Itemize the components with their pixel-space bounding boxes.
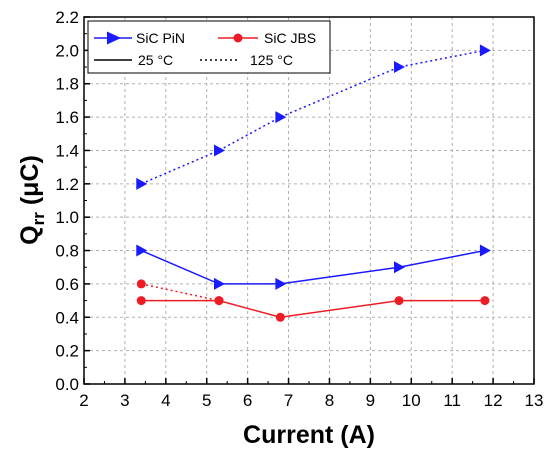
x-tick-label: 5 (202, 391, 211, 410)
data-point (136, 279, 146, 289)
x-tick-label: 4 (161, 391, 170, 410)
y-tick-label: 0.4 (55, 308, 79, 327)
data-point (214, 144, 225, 157)
data-point (394, 261, 405, 274)
legend-item-sic-jbs: SiC JBS (218, 30, 316, 46)
legend-box (87, 20, 331, 74)
data-point (275, 111, 287, 124)
data-point (136, 296, 146, 306)
y-tick-label: 0.6 (55, 275, 79, 294)
x-tick-label: 3 (120, 391, 129, 410)
y-tick-label: 1.6 (55, 108, 79, 127)
series-2 (136, 296, 490, 322)
data-point (214, 296, 224, 306)
x-tick-label: 7 (284, 391, 293, 410)
series-3 (136, 279, 224, 306)
legend-label-25c: 25 °C (138, 52, 173, 68)
series-line (140, 49, 486, 185)
series-line (141, 283, 220, 302)
y-tick-labels: 0.0 0.2 0.4 0.6 0.8 1.0 1.2 1.4 1.6 1.8 2.0 2.2 (55, 8, 79, 394)
legend: SiC PiN SiC JBS 25 °C 125 °C (87, 20, 331, 74)
y-tick-label: 0.0 (55, 375, 79, 394)
y-axis-title-unit: (μC) (16, 155, 44, 212)
x-axis-title: Current (A) (243, 421, 375, 449)
data-point (394, 296, 404, 306)
series-layer (136, 44, 491, 322)
x-tick-label: 2 (79, 391, 88, 410)
y-axis-title-main: Q (16, 225, 44, 244)
x-tick-label: 13 (525, 391, 544, 410)
y-tick-label: 0.8 (55, 242, 79, 261)
x-tick-label: 8 (325, 391, 334, 410)
x-tick-labels: 2 3 4 5 6 7 8 9 10 11 12 13 (79, 391, 543, 410)
data-point (275, 312, 285, 322)
y-tick-label: 2.2 (55, 8, 79, 27)
y-tick-label: 1.0 (55, 208, 79, 227)
y-tick-label: 1.2 (55, 175, 79, 194)
y-tick-label: 0.2 (55, 342, 79, 361)
legend-item-sic-pin: SiC PiN (94, 30, 185, 46)
x-tick-label: 12 (484, 391, 503, 410)
series-0 (136, 244, 491, 290)
x-tick-label: 9 (366, 391, 375, 410)
data-point (480, 296, 490, 306)
data-point (394, 61, 405, 74)
y-tick-label: 1.4 (55, 141, 79, 160)
data-point (136, 177, 148, 190)
series-line (141, 299, 485, 319)
y-axis-title: Qrr (μC) (16, 155, 48, 245)
series-1 (136, 44, 491, 190)
legend-marker-triangle-icon (107, 31, 121, 45)
legend-item-125c: 125 °C (200, 52, 293, 68)
data-point (214, 277, 225, 290)
y-axis-title-subscript: rr (29, 212, 48, 226)
legend-label-sic-jbs: SiC JBS (264, 30, 316, 46)
x-tick-label: 6 (243, 391, 252, 410)
series-line (140, 249, 486, 285)
axis-ticks (83, 16, 535, 385)
data-point (136, 244, 148, 257)
data-point (479, 44, 491, 57)
x-tick-label: 10 (402, 391, 421, 410)
data-point (275, 277, 287, 290)
y-tick-label: 2.0 (55, 41, 79, 60)
legend-label-sic-pin: SiC PiN (136, 30, 185, 46)
data-point (479, 244, 491, 257)
y-tick-label: 1.8 (55, 75, 79, 94)
legend-marker-circle-icon (233, 33, 243, 43)
x-tick-label: 11 (443, 391, 461, 410)
legend-label-125c: 125 °C (250, 52, 293, 68)
legend-item-25c: 25 °C (94, 52, 173, 68)
